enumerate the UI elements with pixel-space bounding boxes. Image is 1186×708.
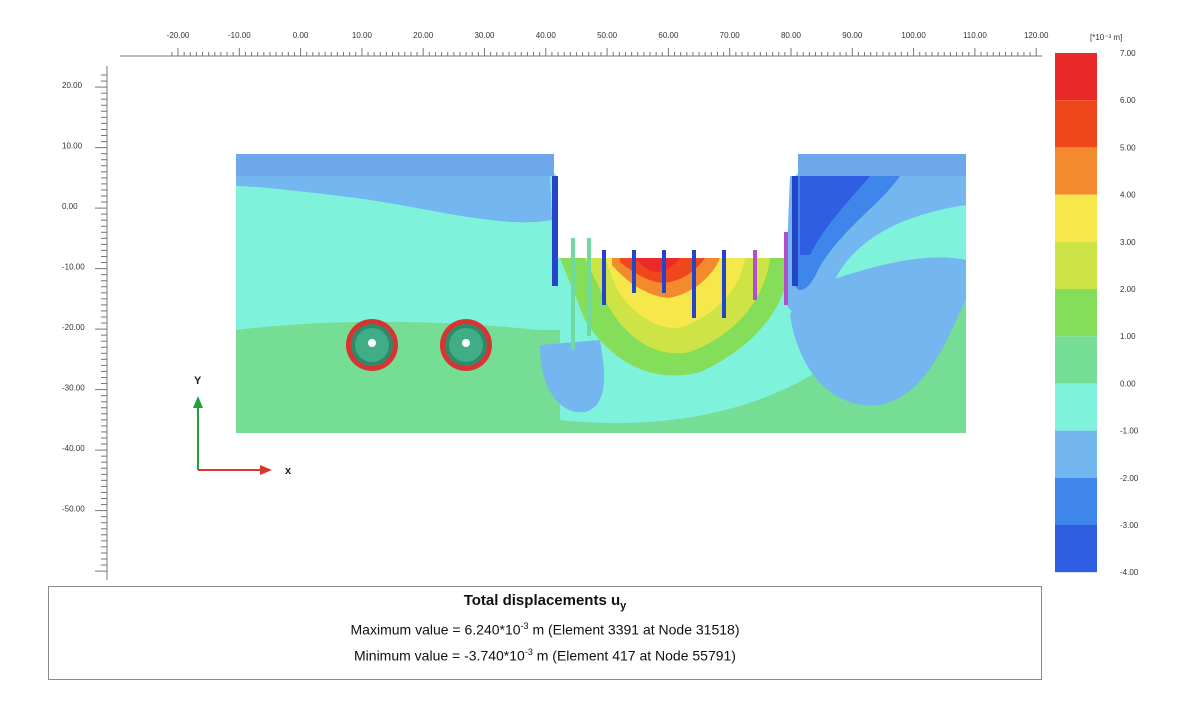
y-tick-label: -20.00 [62,323,85,332]
legend-band [1055,147,1097,195]
excavation-void [556,154,796,258]
y-tick-label: -10.00 [62,263,85,272]
x-axis-label: x [285,465,292,477]
legend-level-label: 0.00 [1120,379,1136,388]
legend-level-label: 5.00 [1120,143,1136,152]
y-tick-label: 10.00 [62,142,83,151]
legend-level-label: 2.00 [1120,285,1136,294]
x-tick-label: 30.00 [474,31,495,40]
info-box: Total displacements uy Maximum value = 6… [48,586,1042,680]
axes-indicator: Y x [193,375,292,477]
left-diaphragm-wall [552,176,558,286]
plot-title: Total displacements uy [463,592,627,612]
legend-band [1055,241,1097,289]
legend-level-label: 4.00 [1120,191,1136,200]
legend-band [1055,194,1097,242]
contour-plot: -20.00 -10.00 0.00 10.00 20.00 30.00 40.00 50.0… [62,31,1139,580]
right-diaphragm-wall [792,176,798,286]
legend-band [1055,289,1097,337]
legend-unit-label: [*10⁻³ m] [1090,33,1122,42]
legend-level-label: -4.00 [1120,568,1139,577]
right-surcharge-strip [798,154,966,176]
min-value-line: Minimum value = -3.740*10-3 m (Element 4… [354,646,736,664]
legend-band [1055,477,1097,525]
x-tick-label: 20.00 [413,31,434,40]
x-tick-label: 10.00 [352,31,373,40]
x-tick-label: 100.00 [901,31,926,40]
left-settlement-zone [236,176,552,223]
legend-level-label: 6.00 [1120,96,1136,105]
tunnel-right [440,319,492,371]
color-legend: [*10⁻³ m] 7.00 6.00 5.00 4.00 3.00 2.00 1.00 0.… [1055,33,1139,577]
lower-soil-zone [236,321,560,433]
y-tick-label: -40.00 [62,444,85,453]
y-tick-label: -30.00 [62,384,85,393]
legend-band [1055,525,1097,573]
y-tick-label: -50.00 [62,505,85,514]
x-tick-label: 70.00 [720,31,741,40]
x-tick-label: 110.00 [963,31,987,40]
legend-level-label: -1.00 [1120,427,1139,436]
legend-band [1055,53,1097,101]
y-tick-label: 20.00 [62,81,83,90]
negative-zone-left [540,340,605,413]
left-ruler: 20.00 10.00 0.00 -10.00 -20.00 -30.00 -40.00 -5… [62,66,108,580]
legend-level-label: 1.00 [1120,332,1136,341]
left-surcharge-strip [236,154,554,176]
legend-band [1055,383,1097,431]
legend-level-label: 3.00 [1120,238,1136,247]
x-tick-label: 60.00 [658,31,679,40]
x-tick-label: 120.00 [1024,31,1049,40]
x-tick-label: 50.00 [597,31,618,40]
x-tick-label: -20.00 [167,31,190,40]
legend-level-label: -3.00 [1120,521,1139,530]
max-value-line: Maximum value = 6.240*10-3 m (Element 33… [350,621,740,638]
x-tick-label: 0.00 [293,31,309,40]
top-ruler: -20.00 -10.00 0.00 10.00 20.00 30.00 40.00 50.0… [120,31,1049,57]
x-tick-label: 90.00 [842,31,863,40]
negative-zone-right [790,257,966,406]
legend-level-label: 7.00 [1120,49,1136,58]
x-tick-label: 40.00 [536,31,557,40]
y-axis-label: Y [194,375,202,387]
legend-band [1055,336,1097,384]
legend-band [1055,100,1097,148]
x-tick-label: 80.00 [781,31,802,40]
legend-band [1055,430,1097,478]
legend-level-label: -2.00 [1120,474,1139,483]
tunnel-left [346,319,398,371]
x-tick-label: -10.00 [228,31,251,40]
soil-model [236,154,966,433]
heave-zone-6 [635,258,680,272]
right-settlement-zone-3 [800,176,870,255]
y-tick-label: 0.00 [62,202,78,211]
